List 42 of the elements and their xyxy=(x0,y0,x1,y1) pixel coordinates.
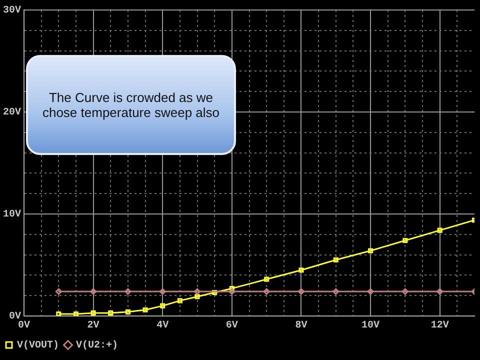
point xyxy=(402,288,408,295)
point xyxy=(402,238,408,244)
point xyxy=(125,309,130,314)
point xyxy=(194,294,200,300)
point xyxy=(263,288,270,295)
point xyxy=(55,288,62,295)
point xyxy=(159,288,166,295)
x-tick-label: 6V xyxy=(226,320,238,332)
point xyxy=(177,298,182,304)
point xyxy=(160,303,166,308)
x-tick-label: 8V xyxy=(295,320,308,332)
point xyxy=(194,288,201,295)
point xyxy=(56,311,62,316)
point xyxy=(298,288,304,295)
point xyxy=(142,307,148,312)
point xyxy=(228,288,236,295)
point xyxy=(212,290,218,296)
x-tick-label: 12V xyxy=(430,320,449,332)
point xyxy=(332,288,340,295)
point xyxy=(437,228,442,233)
point xyxy=(229,286,234,291)
point xyxy=(124,288,132,295)
point xyxy=(90,310,96,316)
point xyxy=(333,257,338,262)
y-tick-label: 20V xyxy=(2,108,22,119)
legend-label: V(U2:+) xyxy=(76,340,118,352)
x-tick-label: 4V xyxy=(156,320,169,332)
point xyxy=(367,288,374,295)
point xyxy=(73,311,78,316)
point xyxy=(264,276,270,282)
point xyxy=(108,310,114,316)
x-tick-label: 10V xyxy=(362,320,380,332)
point xyxy=(90,288,97,295)
point xyxy=(298,268,304,273)
x-tick-label: 2V xyxy=(87,320,100,332)
point xyxy=(436,288,444,295)
legend-label: V(VOUT) xyxy=(17,340,60,352)
y-tick-label: 30V xyxy=(2,6,22,17)
point xyxy=(368,248,374,254)
y-tick-label: 10V xyxy=(2,210,22,221)
x-tick-label: 0V xyxy=(18,320,30,332)
callout-box: The Curve is crowded as we chose temperature sweep also xyxy=(26,55,236,155)
